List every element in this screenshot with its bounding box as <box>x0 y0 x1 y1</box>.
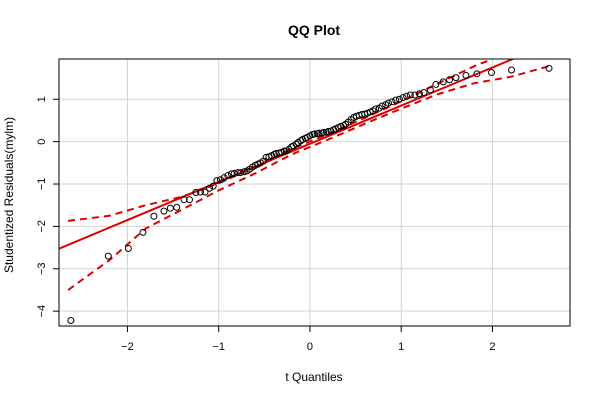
data-point <box>213 177 221 185</box>
data-point <box>426 86 434 94</box>
data-point <box>320 128 328 136</box>
data-point <box>209 182 217 190</box>
y-tick-label: −4 <box>36 305 48 318</box>
data-point <box>104 252 112 260</box>
data-point <box>311 130 318 138</box>
y-tick-label: 1 <box>36 96 48 102</box>
y-axis: −4 −3 −2 −1 0 1 <box>36 96 59 317</box>
data-point <box>124 244 132 252</box>
data-point <box>201 188 209 196</box>
data-point <box>196 188 204 196</box>
data-point <box>384 99 392 107</box>
data-point <box>388 98 396 106</box>
data-point <box>452 74 460 82</box>
data-point <box>439 78 447 86</box>
envelope-lower-line <box>67 64 553 291</box>
x-tick-label: 2 <box>489 341 495 353</box>
x-axis-label: t Quantiles <box>285 370 342 384</box>
data-point <box>139 228 147 236</box>
x-axis: −2 −1 0 1 2 <box>121 326 496 353</box>
data-point <box>227 170 235 178</box>
data-point <box>372 105 380 113</box>
data-point <box>392 96 400 104</box>
data-point <box>406 91 414 99</box>
y-tick-label: −2 <box>36 220 48 233</box>
data-point <box>292 140 300 148</box>
data-point <box>420 88 428 96</box>
data-point <box>160 207 168 215</box>
data-point <box>545 64 553 72</box>
plot-frame <box>58 58 571 327</box>
data-point <box>399 94 407 102</box>
data-point <box>173 203 181 211</box>
data-point <box>150 212 158 220</box>
data-point <box>473 70 481 78</box>
data-point <box>280 147 288 155</box>
x-tick-label: 0 <box>307 341 313 353</box>
data-point <box>67 316 75 324</box>
x-tick-label: 1 <box>398 341 404 353</box>
data-points <box>67 64 553 324</box>
data-point <box>224 172 232 180</box>
data-point <box>446 76 454 84</box>
envelope-upper-line <box>67 59 493 222</box>
grid <box>59 59 570 326</box>
y-tick-label: 0 <box>36 139 48 145</box>
y-tick-label: −1 <box>36 178 48 191</box>
data-point <box>185 196 193 204</box>
data-point <box>488 69 496 77</box>
data-point <box>395 95 403 103</box>
data-point <box>220 174 228 182</box>
y-axis-label: Studentized Residuals(mylm) <box>2 117 16 273</box>
data-point <box>403 92 411 100</box>
reference-line-group <box>59 59 516 250</box>
data-point <box>462 72 470 80</box>
data-point <box>508 66 516 74</box>
data-point <box>415 90 423 98</box>
data-point <box>340 122 348 130</box>
data-point <box>315 129 323 137</box>
data-point <box>166 204 174 212</box>
data-point <box>217 176 225 184</box>
data-point <box>206 184 214 192</box>
data-point <box>411 91 419 99</box>
data-point <box>378 102 386 110</box>
y-tick-label: −3 <box>36 263 48 276</box>
x-tick-label: −1 <box>212 341 225 353</box>
data-point <box>192 189 200 196</box>
data-point <box>432 80 440 88</box>
confidence-envelope <box>67 59 553 291</box>
reference-line <box>59 59 516 250</box>
chart-title: QQ Plot <box>288 22 340 38</box>
data-point <box>237 169 245 177</box>
x-tick-label: −2 <box>121 341 134 353</box>
data-point <box>180 196 188 204</box>
